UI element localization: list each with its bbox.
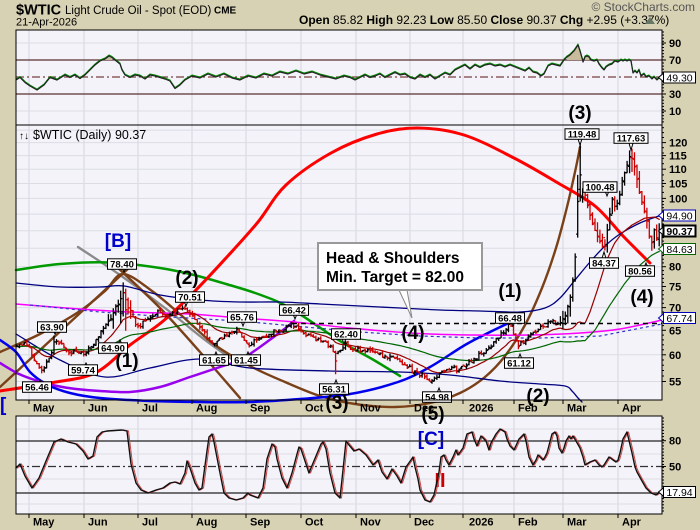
svg-text:Nov: Nov: [360, 517, 382, 529]
svg-text:$WTIC (Daily) 90.37: $WTIC (Daily) 90.37: [33, 128, 146, 142]
svg-text:(4): (4): [630, 287, 653, 308]
svg-text:115: 115: [669, 151, 687, 163]
svg-text:(1): (1): [498, 281, 521, 302]
svg-text:10: 10: [669, 106, 681, 118]
svg-text:[C]: [C]: [418, 429, 444, 450]
svg-text:Feb: Feb: [518, 403, 538, 415]
svg-text:[B]: [B]: [105, 231, 131, 252]
svg-text:65: 65: [669, 325, 681, 337]
svg-text:Nov: Nov: [360, 403, 382, 415]
svg-text:(3): (3): [568, 103, 591, 124]
svg-text:[: [: [0, 395, 7, 416]
svg-text:110: 110: [669, 164, 687, 176]
svg-text:62.40: 62.40: [334, 329, 358, 340]
svg-text:Apr: Apr: [622, 517, 642, 529]
svg-text:94.90: 94.90: [666, 210, 692, 222]
svg-text:(2): (2): [175, 268, 198, 289]
svg-text:63.90: 63.90: [40, 322, 64, 333]
svg-text:Min. Target = 82.00: Min. Target = 82.00: [326, 269, 464, 286]
svg-text:80: 80: [669, 262, 681, 274]
svg-text:Open 85.82 High 92.23 Low 85.5: Open 85.82 High 92.23 Low 85.50 Close 90…: [299, 13, 669, 27]
svg-text:Feb: Feb: [518, 517, 538, 529]
svg-text:105: 105: [669, 179, 687, 191]
svg-text:Jul: Jul: [142, 403, 158, 415]
svg-text:78.40: 78.40: [110, 259, 134, 270]
svg-text:May: May: [33, 517, 55, 529]
svg-text:70: 70: [669, 303, 681, 315]
svg-text:55: 55: [669, 377, 681, 389]
svg-text:Sep: Sep: [250, 403, 270, 415]
svg-text:56.31: 56.31: [322, 384, 346, 395]
svg-text:65.76: 65.76: [230, 312, 254, 323]
svg-text:CME: CME: [214, 6, 237, 17]
svg-text:Jun: Jun: [88, 403, 108, 415]
svg-text:70: 70: [669, 55, 681, 67]
svg-text:Head & Shoulders: Head & Shoulders: [326, 250, 460, 267]
svg-text:66.42: 66.42: [282, 305, 306, 316]
svg-text:Dec: Dec: [414, 517, 434, 529]
svg-text:(5): (5): [421, 404, 444, 425]
svg-text:90.37: 90.37: [666, 226, 692, 238]
svg-text:90: 90: [669, 38, 681, 50]
svg-text:80: 80: [669, 436, 681, 448]
svg-text:Mar: Mar: [567, 403, 587, 415]
svg-text:119.48: 119.48: [568, 129, 597, 140]
svg-text:$WTIC: $WTIC: [16, 3, 62, 19]
svg-text:2026: 2026: [469, 403, 493, 415]
svg-text:Light Crude Oil - Spot (EOD): Light Crude Oil - Spot (EOD): [65, 5, 212, 17]
svg-text:Aug: Aug: [196, 517, 217, 529]
svg-text:Dec: Dec: [414, 403, 434, 415]
svg-text:Oct: Oct: [305, 403, 324, 415]
svg-text:17.94: 17.94: [666, 487, 692, 499]
svg-text:84.37: 84.37: [592, 258, 616, 269]
svg-text:117.63: 117.63: [617, 133, 646, 144]
svg-text:Sep: Sep: [250, 517, 270, 529]
svg-text:© StockCharts.com: © StockCharts.com: [591, 0, 695, 14]
svg-text:↑↓: ↑↓: [19, 131, 29, 142]
svg-text:Apr: Apr: [622, 403, 642, 415]
svg-text:75: 75: [669, 282, 681, 294]
svg-text:II: II: [434, 470, 445, 492]
svg-text:61.12: 61.12: [507, 358, 531, 369]
svg-text:61.45: 61.45: [234, 355, 258, 366]
svg-text:21-Apr-2026: 21-Apr-2026: [16, 16, 77, 28]
svg-text:66.48: 66.48: [498, 313, 522, 324]
svg-text:100: 100: [669, 193, 687, 205]
svg-text:Mar: Mar: [567, 517, 587, 529]
svg-text:70.51: 70.51: [178, 292, 202, 303]
svg-text:(3): (3): [325, 393, 348, 414]
svg-text:(2): (2): [526, 386, 549, 407]
svg-text:67.74: 67.74: [666, 313, 692, 325]
svg-text:64.90: 64.90: [101, 343, 125, 354]
svg-text:54.98: 54.98: [425, 392, 449, 403]
svg-text:30: 30: [669, 89, 681, 101]
svg-text:60: 60: [669, 350, 681, 362]
svg-text:Oct: Oct: [305, 517, 324, 529]
svg-text:(1): (1): [115, 351, 138, 372]
svg-text:(4): (4): [401, 323, 424, 344]
svg-text:84.63: 84.63: [666, 244, 692, 256]
svg-text:2026: 2026: [469, 517, 493, 529]
svg-text:Jul: Jul: [142, 517, 158, 529]
svg-text:80.56: 80.56: [628, 266, 652, 277]
svg-text:61.65: 61.65: [202, 355, 226, 366]
svg-text:59.74: 59.74: [71, 365, 95, 376]
svg-text:50: 50: [669, 462, 681, 474]
svg-text:120: 120: [669, 138, 687, 150]
svg-text:Aug: Aug: [196, 403, 217, 415]
svg-text:49.30: 49.30: [666, 72, 692, 84]
svg-text:100.48: 100.48: [585, 182, 614, 193]
svg-text:56.46: 56.46: [25, 382, 49, 393]
svg-text:May: May: [33, 403, 55, 415]
svg-text:Jun: Jun: [88, 517, 108, 529]
